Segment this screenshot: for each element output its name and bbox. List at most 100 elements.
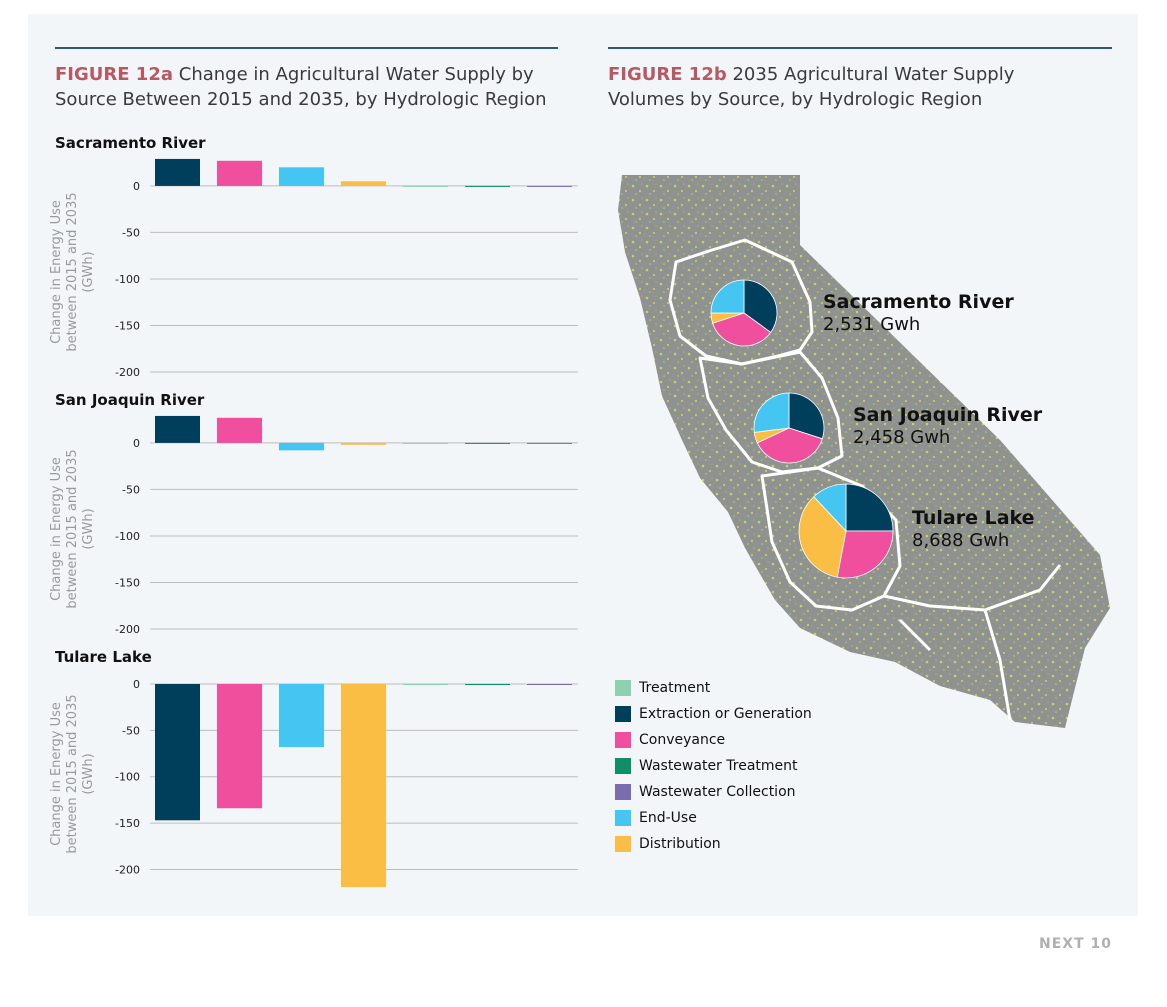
y-tick-label: 0 xyxy=(133,180,140,193)
region-boundary-san-joaquin xyxy=(698,350,844,474)
legend-item-treatment: Treatment xyxy=(615,675,812,701)
chart-title-sacramento: Sacramento River xyxy=(55,134,206,152)
bar-conveyance xyxy=(217,684,262,809)
bar-distribution xyxy=(341,442,386,445)
bar-distribution xyxy=(341,181,386,186)
y-tick-label: -150 xyxy=(115,319,140,332)
legend-swatch xyxy=(615,758,631,774)
bar-treatment xyxy=(403,442,448,444)
figure-b-label: FIGURE 12b xyxy=(608,64,727,85)
figure-a-rule xyxy=(55,47,558,49)
bar-treatment xyxy=(403,684,448,685)
bar-extraction-or-generation xyxy=(155,684,200,821)
pie-slice-distribution xyxy=(798,496,847,578)
legend-label: Conveyance xyxy=(639,732,726,748)
pie-sacramento-river xyxy=(710,279,778,347)
footer-brand: NEXT 10 xyxy=(1039,936,1112,952)
y-tick-label: -150 xyxy=(115,576,140,589)
pie-slice-conveyance xyxy=(756,427,823,464)
figure-a-title-line1: Change in Agricultural Water Supply by xyxy=(178,64,534,85)
y-tick-label: -100 xyxy=(115,273,140,286)
y-axis-label-sacramento: Change in Energy Use between 2015 and 20… xyxy=(49,192,96,352)
bar-conveyance xyxy=(217,417,262,443)
legend-item-conveyance: Conveyance xyxy=(615,727,812,753)
legend-swatch xyxy=(615,706,631,722)
region-boundary-south xyxy=(883,564,1062,721)
legend-swatch xyxy=(615,784,631,800)
legend-item-end-use: End-Use xyxy=(615,805,812,831)
y-tick-label: -50 xyxy=(122,483,140,496)
bar-chart-tulare: 0 -50 -100 -150 -200 xyxy=(115,678,578,888)
figure-b-title-line2: Volumes by Source, by Hydrologic Region xyxy=(608,89,983,110)
legend-item-wastewater-treatment: Wastewater Treatment xyxy=(615,753,812,779)
bar-extraction-or-generation xyxy=(155,415,200,443)
pie-slice-end-use xyxy=(753,392,790,433)
legend-item-distribution: Distribution xyxy=(615,831,812,857)
legend-label: Distribution xyxy=(639,836,721,852)
pie-slice-extraction-or-generation xyxy=(845,483,894,532)
y-tick-label: -100 xyxy=(115,530,140,543)
bar-chart-san-joaquin: 0 -50 -100 -150 -200 xyxy=(115,415,578,636)
region-total-sacramento: 2,531 Gwh xyxy=(823,314,921,335)
y-tick-label: 0 xyxy=(133,678,140,691)
bar-extraction-or-generation xyxy=(155,158,200,186)
figure-b-title: FIGURE 12b 2035 Agricultural Water Suppl… xyxy=(608,62,1014,112)
legend-swatch xyxy=(615,680,631,696)
legend-label: End-Use xyxy=(639,810,697,826)
bar-wastewater-treatment xyxy=(465,684,510,685)
y-tick-label: -50 xyxy=(122,226,140,239)
figure-b-rule xyxy=(608,47,1112,49)
legend-swatch xyxy=(615,732,631,748)
legend-label: Wastewater Collection xyxy=(639,784,796,800)
legend-label: Extraction or Generation xyxy=(639,706,812,722)
bar-wastewater-treatment xyxy=(465,185,510,187)
chart-title-tulare: Tulare Lake xyxy=(55,648,152,666)
bar-chart-sacramento: 0 -50 -100 -150 -200 xyxy=(115,158,578,379)
bar-wastewater-collection xyxy=(527,684,572,685)
y-tick-label: -200 xyxy=(115,623,140,636)
pie-slice-extraction-or-generation xyxy=(788,392,825,440)
legend-item-extraction: Extraction or Generation xyxy=(615,701,812,727)
figure-a-title-line2: Source Between 2015 and 2035, by Hydrolo… xyxy=(55,89,547,110)
figure-a-label: FIGURE 12a xyxy=(55,64,174,85)
bar-conveyance xyxy=(217,160,262,186)
y-tick-label: -50 xyxy=(122,724,140,737)
pie-slice-extraction-or-generation xyxy=(743,279,778,333)
y-tick-label: -150 xyxy=(115,817,140,830)
y-tick-label: -100 xyxy=(115,771,140,784)
region-name-sacramento: Sacramento River xyxy=(823,291,1014,313)
legend-label: Wastewater Treatment xyxy=(639,758,798,774)
region-total-tulare: 8,688 Gwh xyxy=(912,530,1010,551)
region-total-san-joaquin: 2,458 Gwh xyxy=(853,427,951,448)
region-name-san-joaquin: San Joaquin River xyxy=(853,404,1043,426)
bar-end-use xyxy=(279,442,324,451)
bar-wastewater-collection xyxy=(527,442,572,444)
figure-b-title-line1: 2035 Agricultural Water Supply xyxy=(732,64,1015,85)
legend-item-wastewater-collection: Wastewater Collection xyxy=(615,779,812,805)
y-tick-label: -200 xyxy=(115,366,140,379)
legend-label: Treatment xyxy=(639,680,711,696)
region-name-tulare: Tulare Lake xyxy=(912,507,1035,529)
bar-end-use xyxy=(279,684,324,748)
y-tick-label: -200 xyxy=(115,863,140,876)
pie-slice-conveyance xyxy=(836,530,894,579)
pie-slice-conveyance xyxy=(712,312,772,347)
y-tick-label: 0 xyxy=(133,437,140,450)
bar-distribution xyxy=(341,684,386,888)
figure-a-title: FIGURE 12a Change in Agricultural Water … xyxy=(55,62,547,112)
y-axis-label-tulare: Change in Energy Use between 2015 and 20… xyxy=(49,694,96,854)
region-boundary-sacramento xyxy=(668,238,814,366)
pie-san-joaquin-river xyxy=(753,392,825,464)
legend: Treatment Extraction or Generation Conve… xyxy=(615,675,812,857)
bar-end-use xyxy=(279,167,324,186)
bar-wastewater-collection xyxy=(527,185,572,187)
pie-slice-end-use xyxy=(813,483,847,533)
pie-slice-end-use xyxy=(710,279,745,314)
chart-title-san-joaquin: San Joaquin River xyxy=(55,391,205,409)
legend-swatch xyxy=(615,836,631,852)
bar-wastewater-treatment xyxy=(465,442,510,444)
pie-tulare-lake xyxy=(798,483,894,579)
y-axis-label-san-joaquin: Change in Energy Use between 2015 and 20… xyxy=(49,449,96,609)
legend-swatch xyxy=(615,810,631,826)
california-map xyxy=(618,175,1110,728)
